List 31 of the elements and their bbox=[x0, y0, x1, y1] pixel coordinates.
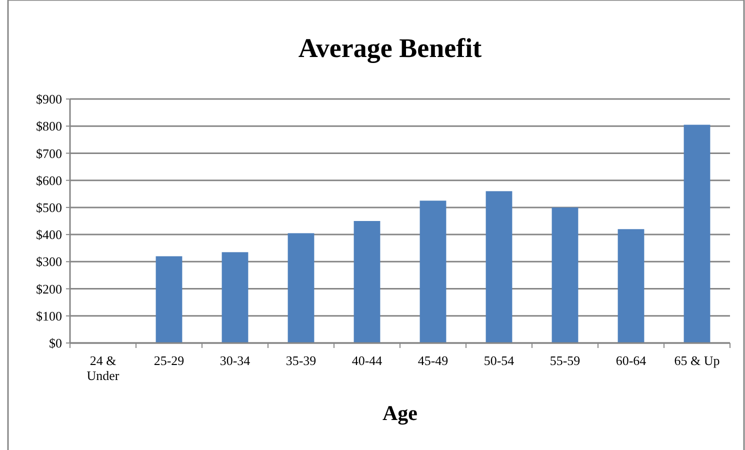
chart-title: Average Benefit bbox=[298, 33, 482, 63]
x-axis-title: Age bbox=[382, 401, 418, 425]
x-tick-label: 50-54 bbox=[484, 353, 515, 368]
y-tick-label: $0 bbox=[49, 336, 62, 351]
y-tick-label: $100 bbox=[36, 308, 62, 324]
bar bbox=[222, 252, 248, 343]
x-tick-label: 24 & Under bbox=[86, 353, 120, 383]
y-tick-label: $500 bbox=[36, 200, 62, 215]
bar bbox=[156, 256, 182, 343]
bar bbox=[618, 229, 644, 343]
y-tick-label: $400 bbox=[36, 227, 62, 242]
y-tick-label: $900 bbox=[36, 92, 62, 107]
x-tick-label: 65 & Up bbox=[674, 353, 720, 368]
bar bbox=[354, 221, 380, 343]
bar bbox=[486, 191, 512, 343]
x-tick-label: 40-44 bbox=[352, 353, 383, 368]
y-tick-label: $600 bbox=[36, 172, 62, 188]
bar bbox=[684, 124, 710, 343]
y-tick-label: $800 bbox=[36, 118, 62, 134]
bar bbox=[552, 207, 578, 343]
x-tick-label: 55-59 bbox=[550, 353, 580, 368]
y-tick-label: $700 bbox=[36, 146, 62, 161]
x-tick-label: 35-39 bbox=[286, 353, 316, 368]
x-tick-label: 25-29 bbox=[154, 353, 184, 368]
bar bbox=[420, 200, 446, 343]
bar bbox=[288, 233, 314, 343]
x-tick-label: 60-64 bbox=[616, 353, 647, 368]
y-tick-label: $300 bbox=[36, 254, 62, 270]
y-tick-label: $200 bbox=[36, 281, 62, 296]
x-tick-label: 30-34 bbox=[220, 353, 251, 368]
x-tick-label: 45-49 bbox=[418, 353, 448, 368]
